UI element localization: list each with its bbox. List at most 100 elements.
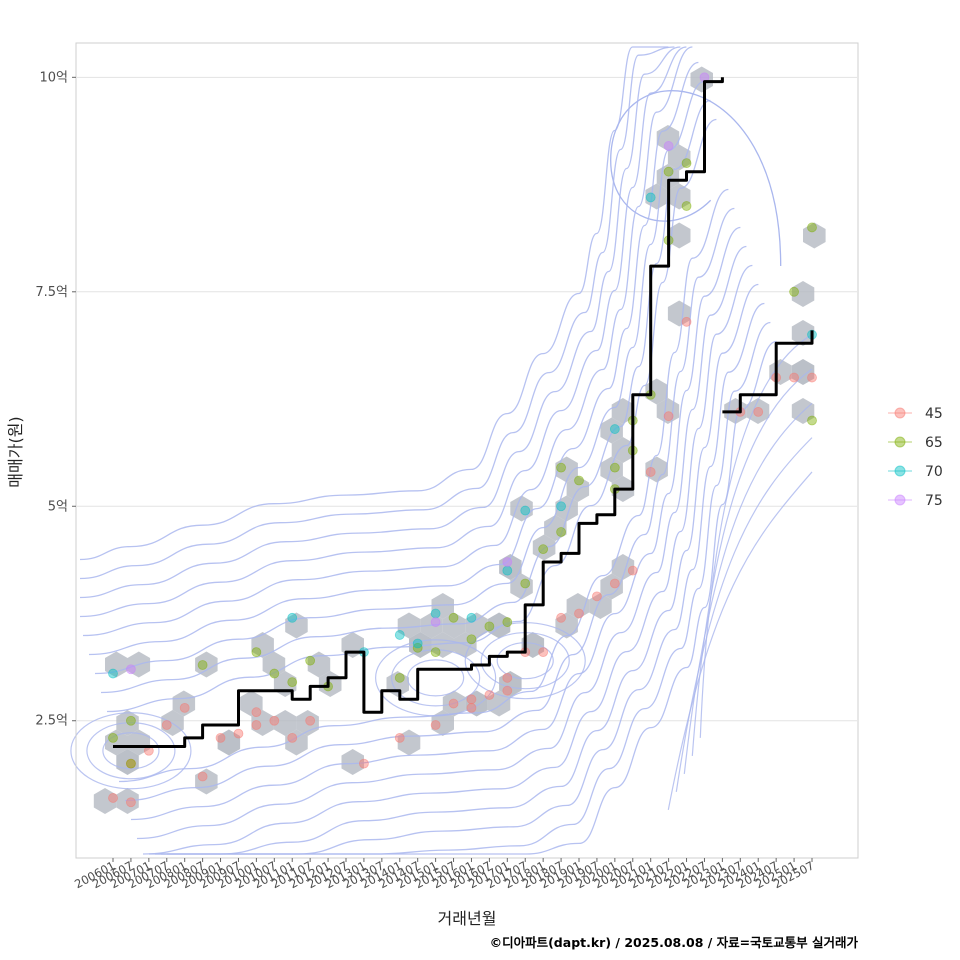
data-point-45: [663, 411, 674, 422]
data-point-65: [394, 672, 405, 683]
data-point-45: [502, 685, 513, 696]
data-point-45: [627, 565, 638, 576]
y-axis-title: 매매가(원): [6, 416, 25, 487]
data-point-65: [556, 527, 566, 537]
contour-right: [691, 368, 813, 756]
data-point-45: [394, 732, 405, 743]
data-point-65: [502, 617, 513, 627]
data-point-75: [430, 617, 441, 627]
contour-loop: [610, 90, 782, 267]
data-point-45: [215, 732, 226, 743]
y-axis: 2.5억 5억 7.5억 10억: [35, 70, 76, 729]
contour-upper: [100, 99, 711, 694]
data-point-45: [108, 793, 118, 803]
data-point-65: [269, 668, 280, 679]
data-point-45: [161, 720, 172, 730]
data-point-65: [108, 732, 118, 743]
hexbin-cell: [667, 300, 691, 327]
hexbin-cell: [251, 632, 274, 658]
data-point-65: [466, 634, 477, 645]
data-point-45: [359, 758, 369, 769]
data-point-65: [538, 544, 549, 555]
contour-upper: [79, 46, 681, 599]
data-point-65: [197, 660, 208, 670]
data-point-45: [609, 578, 620, 589]
data-point-45: [789, 372, 799, 383]
data-point-65: [663, 166, 674, 177]
data-point-65: [681, 201, 692, 211]
contour-upper: [94, 80, 705, 675]
data-point-65: [287, 677, 298, 688]
legend-label: 65: [925, 435, 943, 451]
y-tick-label: 5억: [48, 499, 68, 514]
contour-right: [667, 471, 813, 811]
contour-ring: [102, 732, 160, 770]
data-point-45: [466, 702, 477, 713]
data-point-45: [197, 771, 208, 782]
contour-ring: [391, 649, 481, 707]
data-point-45: [556, 612, 566, 623]
hexbin-cell: [465, 612, 488, 639]
contour-lower: [149, 283, 759, 855]
hexbin-cell: [465, 690, 488, 717]
hexbin-cell: [667, 222, 691, 249]
data-point-45: [592, 591, 602, 602]
data-point-65: [681, 158, 692, 169]
legend: 45 65 70 75: [888, 406, 943, 509]
data-point-70: [430, 608, 441, 619]
data-point-65: [251, 647, 262, 658]
data-point-65: [556, 462, 566, 473]
contour-ring: [70, 712, 192, 790]
y-tick-label: 2.5억: [35, 714, 68, 729]
contour-upper: [88, 61, 699, 656]
data-point-65: [520, 578, 531, 589]
hexbin-cell: [442, 612, 466, 639]
hexbin-cell: [746, 398, 770, 424]
legend-label: 70: [925, 464, 943, 480]
data-point-45: [233, 728, 244, 739]
data-point-65: [430, 647, 441, 658]
legend-key-point: [894, 494, 906, 506]
data-point-75: [126, 664, 136, 675]
hexbin-cell: [105, 729, 128, 756]
gridlines: [77, 76, 857, 722]
data-point-45: [807, 372, 817, 383]
contour-lower: [155, 302, 765, 855]
hexbin-cell: [645, 456, 668, 483]
hexbin-cell: [600, 456, 623, 483]
trend-line-segment: [722, 330, 814, 414]
contour-upper: [82, 46, 693, 637]
trend-line-segment: [113, 77, 724, 748]
data-point-75: [663, 141, 674, 151]
data-point-45: [251, 720, 262, 730]
data-point-45: [753, 406, 764, 417]
data-point-45: [484, 690, 495, 700]
data-point-45: [466, 694, 477, 705]
contour-upper: [79, 46, 669, 561]
data-point-65: [126, 715, 136, 726]
data-point-70: [520, 505, 531, 516]
data-point-45: [305, 715, 316, 726]
hexbin-cell: [341, 749, 364, 775]
hexbin-cell: [667, 183, 691, 210]
hexbin-cell: [307, 651, 331, 678]
data-point-45: [251, 707, 262, 718]
data-point-45: [681, 316, 692, 327]
hexbin-cell: [690, 66, 713, 93]
hexbin-cell: [285, 612, 308, 639]
hexbin-cell: [791, 320, 815, 346]
hexbin-cell: [105, 651, 128, 678]
data-point-45: [448, 698, 459, 709]
data-point-70: [502, 565, 513, 576]
y-tick-label: 7.5억: [35, 285, 68, 300]
trend-lines: [113, 77, 814, 748]
hexbin-cell: [93, 788, 117, 814]
hexbin-cell: [431, 593, 454, 619]
hexbin-cell: [555, 612, 578, 639]
legend-key-point: [894, 465, 906, 477]
data-point-70: [412, 638, 423, 649]
legend-key-point: [894, 436, 906, 448]
data-point-70: [394, 630, 405, 640]
data-point-65: [609, 462, 620, 473]
